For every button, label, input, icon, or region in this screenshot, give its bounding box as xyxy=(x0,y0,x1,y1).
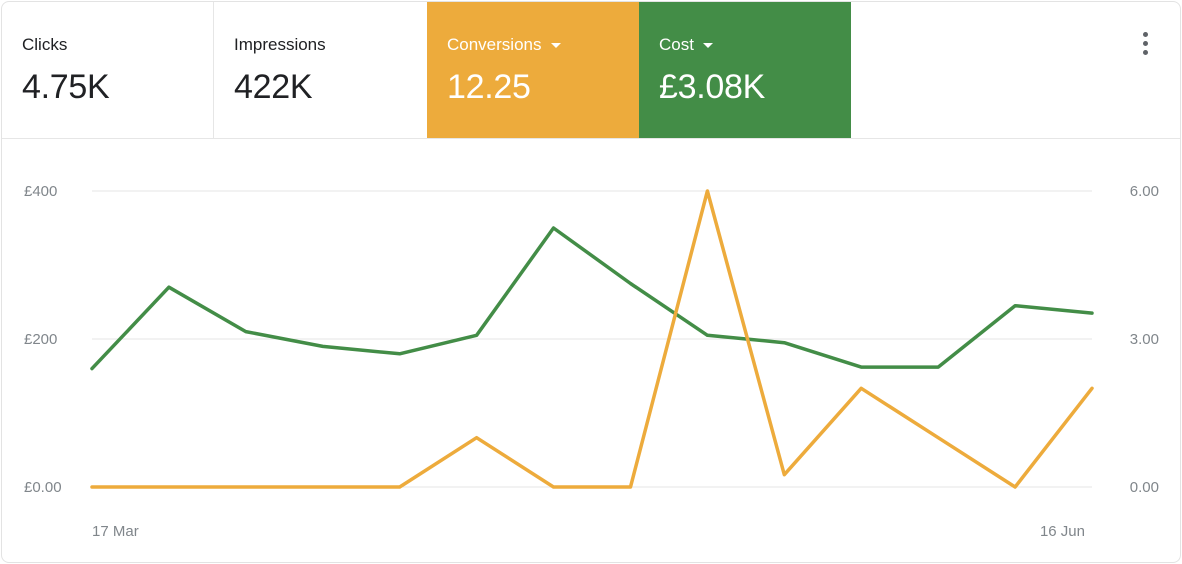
metric-label-clicks: Clicks xyxy=(22,35,67,55)
y-left-tick-label: £200 xyxy=(24,331,57,348)
series-line-conversions xyxy=(90,189,1094,489)
x-tick-label: 17 Mar xyxy=(92,523,139,540)
metric-label-cost: Cost xyxy=(659,35,713,55)
metric-label-text: Conversions xyxy=(447,35,542,54)
metric-value-clicks: 4.75K xyxy=(22,68,110,106)
x-tick-label: 16 Jun xyxy=(1040,523,1085,540)
y-right-tick-label: 6.00 xyxy=(1130,183,1159,200)
metric-tiles: Clicks 4.75K Impressions 422K Conversion… xyxy=(2,2,1180,139)
y-right-tick-label: 0.00 xyxy=(1130,479,1159,496)
metric-label-text: Cost xyxy=(659,35,694,54)
metric-value-impressions: 422K xyxy=(234,68,313,106)
more-dot xyxy=(1143,50,1148,55)
dropdown-caret-icon[interactable] xyxy=(550,42,561,48)
y-left-tick-label: £400 xyxy=(24,183,57,200)
metric-label-conversions: Conversions xyxy=(447,35,561,55)
metric-value-cost: £3.08K xyxy=(659,68,765,106)
y-right-tick-label: 3.00 xyxy=(1130,331,1159,348)
dropdown-caret-icon[interactable] xyxy=(702,42,713,48)
metric-tile-conversions[interactable]: Conversions 12.25 xyxy=(427,2,639,138)
metric-label-text: Impressions xyxy=(234,35,326,54)
metric-value-conversions: 12.25 xyxy=(447,68,531,106)
metric-tile-cost[interactable]: Cost £3.08K xyxy=(639,2,851,138)
y-left-tick-label: £0.00 xyxy=(24,479,62,496)
metric-label-impressions: Impressions xyxy=(234,35,326,55)
more-dot xyxy=(1143,32,1148,37)
metric-label-text: Clicks xyxy=(22,35,68,54)
more-dot xyxy=(1143,41,1148,46)
metric-tile-clicks[interactable]: Clicks 4.75K xyxy=(2,2,214,138)
metric-tile-impressions[interactable]: Impressions 422K xyxy=(214,2,426,138)
more-vert-icon[interactable] xyxy=(1136,30,1156,58)
series-line-cost xyxy=(90,226,1094,371)
